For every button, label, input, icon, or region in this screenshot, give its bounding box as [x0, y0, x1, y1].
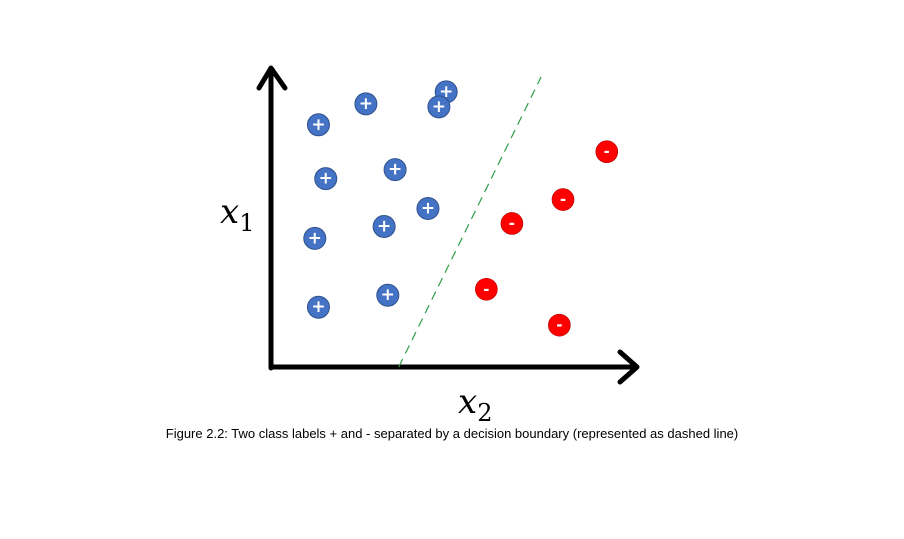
positive-point: + — [314, 167, 338, 191]
y-axis-arrowhead — [256, 65, 288, 91]
positive-point: + — [383, 158, 407, 182]
positive-point-symbol: + — [377, 216, 391, 236]
negative-point-marker — [595, 140, 619, 164]
positive-point-marker — [314, 167, 338, 191]
negative-point-marker — [500, 212, 524, 235]
positive-point-marker — [376, 283, 400, 307]
negative-point-symbol: - — [509, 214, 515, 232]
positive-point: + — [427, 95, 451, 119]
x-axis-subscript: 2 — [477, 399, 493, 427]
negative-point-marker — [475, 277, 498, 301]
decision-boundary-line — [398, 76, 542, 368]
positive-point: + — [303, 226, 327, 250]
positive-point-symbol: + — [388, 160, 402, 180]
negative-point-symbol: - — [604, 143, 610, 161]
positive-point: + — [416, 197, 440, 221]
positive-point-symbol: + — [432, 97, 446, 117]
positive-point: + — [306, 113, 330, 137]
positive-point: + — [306, 295, 330, 319]
y-axis-label: x1 — [220, 195, 254, 235]
negative-point-symbol: - — [560, 191, 566, 209]
positive-point-symbol: + — [311, 115, 325, 135]
negative-point-marker — [548, 313, 571, 337]
positive-point: + — [376, 283, 400, 307]
positive-point-marker — [303, 226, 327, 250]
positive-point-marker — [427, 95, 451, 119]
negative-point-marker — [551, 188, 575, 211]
negative-point-symbol: - — [556, 316, 562, 334]
positive-point-marker — [372, 214, 396, 238]
positive-point-symbol: + — [311, 297, 325, 317]
x-axis-arrowhead — [617, 349, 640, 385]
negative-point-symbol: - — [483, 280, 489, 298]
positive-point-symbol: + — [359, 94, 373, 114]
figure-caption: Figure 2.2: Two class labels + and - sep… — [165, 426, 739, 441]
positive-point-marker — [306, 113, 330, 137]
negative-point: - — [475, 277, 498, 301]
negative-point: - — [551, 188, 575, 211]
y-axis-subscript: 1 — [239, 209, 255, 237]
positive-point-symbol: + — [421, 199, 435, 219]
axes — [256, 65, 640, 385]
positive-point: + — [372, 214, 396, 238]
positive-point: + — [354, 92, 378, 116]
positive-point-marker — [354, 92, 378, 116]
x-axis-var: x — [458, 382, 478, 422]
positive-point-symbol: + — [308, 228, 322, 248]
x-axis-label: x2 — [458, 385, 492, 425]
positive-point-marker — [306, 295, 330, 319]
y-axis-var: x — [220, 192, 240, 232]
positive-point-symbol: + — [319, 169, 333, 189]
negative-point: - — [500, 212, 524, 235]
positive-point-marker — [383, 158, 407, 182]
negative-point: - — [548, 313, 571, 337]
positive-point-symbol: + — [381, 285, 395, 305]
data-points: ++++ +++++++----- — [303, 80, 619, 337]
positive-point-marker — [416, 197, 440, 221]
negative-point: - — [595, 140, 619, 164]
